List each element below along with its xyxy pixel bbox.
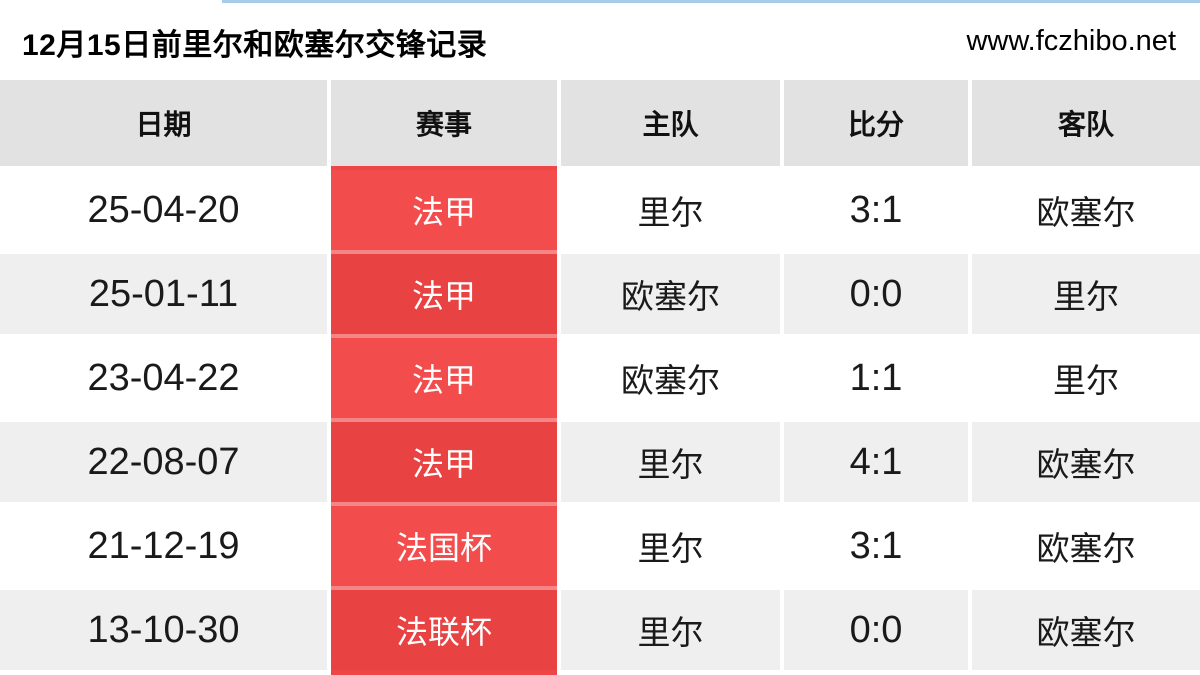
column-header-home: 主队 — [557, 80, 780, 166]
away-team-cell: 欧塞尔 — [968, 422, 1200, 502]
date-cell: 21-12-19 — [87, 524, 240, 567]
table-body: 25-04-20 法甲 里尔 3:1 欧塞尔 25-01-11 法甲 欧塞尔 0… — [0, 170, 1200, 670]
top-accent-line — [222, 0, 1200, 3]
record-table: 日期 赛事 主队 比分 客队 25-04-20 法甲 里尔 3:1 欧塞尔 25… — [0, 80, 1200, 670]
score-cell: 4:1 — [780, 422, 968, 502]
score-cell: 3:1 — [780, 506, 968, 586]
score-cell: 1:1 — [780, 338, 968, 418]
home-team-cell: 欧塞尔 — [557, 338, 780, 418]
column-header-competition: 赛事 — [327, 80, 557, 166]
competition-badge: 法甲 — [327, 422, 557, 502]
table-row: 25-01-11 法甲 欧塞尔 0:0 里尔 — [0, 254, 1200, 334]
table-row: 21-12-19 法国杯 里尔 3:1 欧塞尔 — [0, 506, 1200, 586]
date-cell: 13-10-30 — [0, 590, 327, 670]
column-header-score: 比分 — [780, 80, 968, 166]
site-watermark: www.fczhibo.net — [966, 25, 1176, 57]
date-cell: 25-01-11 — [0, 254, 327, 334]
competition-badge: 法甲 — [327, 338, 557, 418]
competition-badge: 法国杯 — [327, 506, 557, 586]
date-cell: 23-04-22 — [87, 356, 240, 399]
date-cell: 22-08-07 — [0, 422, 327, 502]
home-team-cell: 欧塞尔 — [557, 254, 780, 334]
away-team-cell: 里尔 — [968, 338, 1200, 418]
home-team-cell: 里尔 — [557, 170, 780, 250]
away-team-cell: 欧塞尔 — [968, 506, 1200, 586]
home-team-cell: 里尔 — [557, 422, 780, 502]
table-row: 22-08-07 法甲 里尔 4:1 欧塞尔 — [0, 422, 1200, 502]
competition-badge: 法甲 — [327, 170, 557, 250]
date-cell: 25-04-20 — [87, 188, 240, 231]
page-title: 12月15日前里尔和欧塞尔交锋记录 — [22, 28, 488, 62]
home-team-cell: 里尔 — [557, 506, 780, 586]
column-header-date: 日期 — [0, 80, 327, 166]
table-row: 23-04-22 法甲 欧塞尔 1:1 里尔 — [0, 338, 1200, 418]
home-team-cell: 里尔 — [557, 590, 780, 670]
away-team-cell: 欧塞尔 — [968, 170, 1200, 250]
away-team-cell: 欧塞尔 — [968, 590, 1200, 670]
competition-badge: 法联杯 — [327, 590, 557, 670]
score-cell: 0:0 — [780, 254, 968, 334]
away-team-cell: 里尔 — [968, 254, 1200, 334]
column-header-away: 客队 — [968, 80, 1200, 166]
score-cell: 0:0 — [780, 590, 968, 670]
score-cell: 3:1 — [780, 170, 968, 250]
competition-badge: 法甲 — [327, 254, 557, 334]
title-bar: 12月15日前里尔和欧塞尔交锋记录 www.fczhibo.net — [0, 3, 1200, 80]
table-row: 13-10-30 法联杯 里尔 0:0 欧塞尔 — [0, 590, 1200, 670]
table-header-row: 日期 赛事 主队 比分 客队 — [0, 80, 1200, 166]
table-row: 25-04-20 法甲 里尔 3:1 欧塞尔 — [0, 170, 1200, 250]
